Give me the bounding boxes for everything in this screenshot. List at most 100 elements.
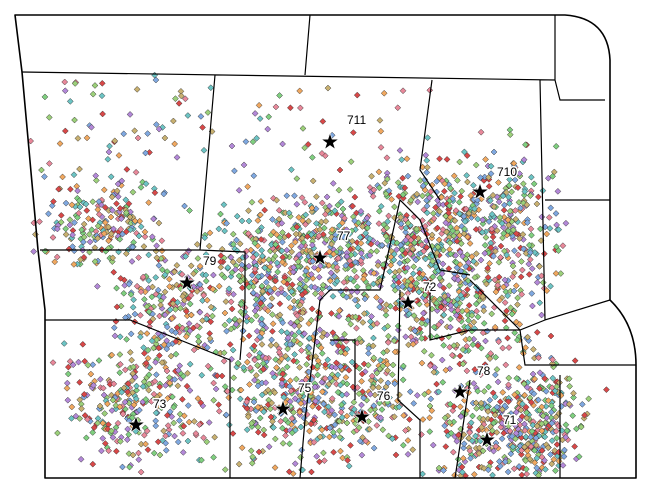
point <box>271 435 279 443</box>
point <box>122 196 130 204</box>
station-star <box>126 415 146 434</box>
point <box>76 197 83 205</box>
point <box>355 424 363 431</box>
point <box>342 286 350 293</box>
point <box>398 156 406 164</box>
point <box>333 277 341 285</box>
point <box>444 296 452 304</box>
point <box>76 165 83 173</box>
point <box>468 312 476 319</box>
point <box>423 157 431 164</box>
point <box>217 263 225 271</box>
point <box>446 418 453 426</box>
point <box>233 247 241 255</box>
point <box>122 250 130 258</box>
point <box>458 463 466 471</box>
point <box>246 364 254 372</box>
point <box>484 466 492 474</box>
point <box>69 231 76 239</box>
point <box>137 288 145 296</box>
point <box>261 264 269 272</box>
point <box>291 192 298 200</box>
point <box>339 343 347 351</box>
point <box>315 404 323 412</box>
point <box>375 384 382 391</box>
point <box>76 415 84 422</box>
point <box>498 406 506 413</box>
point <box>130 296 137 304</box>
point <box>56 140 64 147</box>
point <box>189 324 197 332</box>
point <box>331 421 339 429</box>
point <box>128 258 136 265</box>
point <box>144 354 152 362</box>
point <box>384 322 392 330</box>
point <box>196 281 204 288</box>
point <box>319 281 327 289</box>
point <box>306 334 313 342</box>
point <box>220 349 228 357</box>
point <box>288 288 295 295</box>
point <box>436 274 444 282</box>
point <box>329 292 337 300</box>
point <box>148 398 155 405</box>
point <box>360 275 367 283</box>
station-label: 73 <box>153 397 167 411</box>
point <box>163 345 171 353</box>
point <box>499 389 507 396</box>
point <box>506 131 514 139</box>
point <box>210 396 218 404</box>
point <box>440 467 447 474</box>
point <box>140 349 148 357</box>
point <box>461 225 468 233</box>
point <box>528 265 536 273</box>
point <box>104 155 112 163</box>
point <box>491 411 499 419</box>
point <box>171 268 178 276</box>
point <box>116 235 124 243</box>
point <box>382 307 390 314</box>
point <box>563 427 571 435</box>
point <box>434 243 442 251</box>
point <box>474 196 481 204</box>
point <box>269 216 276 223</box>
point <box>137 333 144 341</box>
point <box>167 352 175 360</box>
point <box>49 359 57 366</box>
point <box>139 178 146 186</box>
point <box>154 286 162 294</box>
point <box>359 319 367 326</box>
point <box>311 383 319 391</box>
point <box>366 390 374 398</box>
point <box>538 420 545 428</box>
point <box>230 374 238 382</box>
point <box>220 357 228 365</box>
point <box>296 301 304 309</box>
point <box>163 412 171 419</box>
point <box>287 104 294 112</box>
point <box>75 358 82 366</box>
point <box>286 304 294 311</box>
point <box>197 399 205 406</box>
point <box>175 367 182 374</box>
point <box>393 239 401 247</box>
point <box>523 384 531 391</box>
point <box>555 226 563 233</box>
point <box>537 225 544 233</box>
point <box>347 320 355 328</box>
point <box>86 238 94 246</box>
point <box>284 334 292 342</box>
point <box>240 161 248 169</box>
point <box>176 304 184 312</box>
point <box>391 348 399 356</box>
point <box>162 447 170 454</box>
point <box>169 300 177 307</box>
point <box>474 313 482 321</box>
point <box>296 87 304 95</box>
point <box>80 390 88 398</box>
point <box>542 466 549 473</box>
point <box>518 471 526 479</box>
point <box>225 317 233 325</box>
point <box>364 361 372 369</box>
point <box>249 254 257 261</box>
